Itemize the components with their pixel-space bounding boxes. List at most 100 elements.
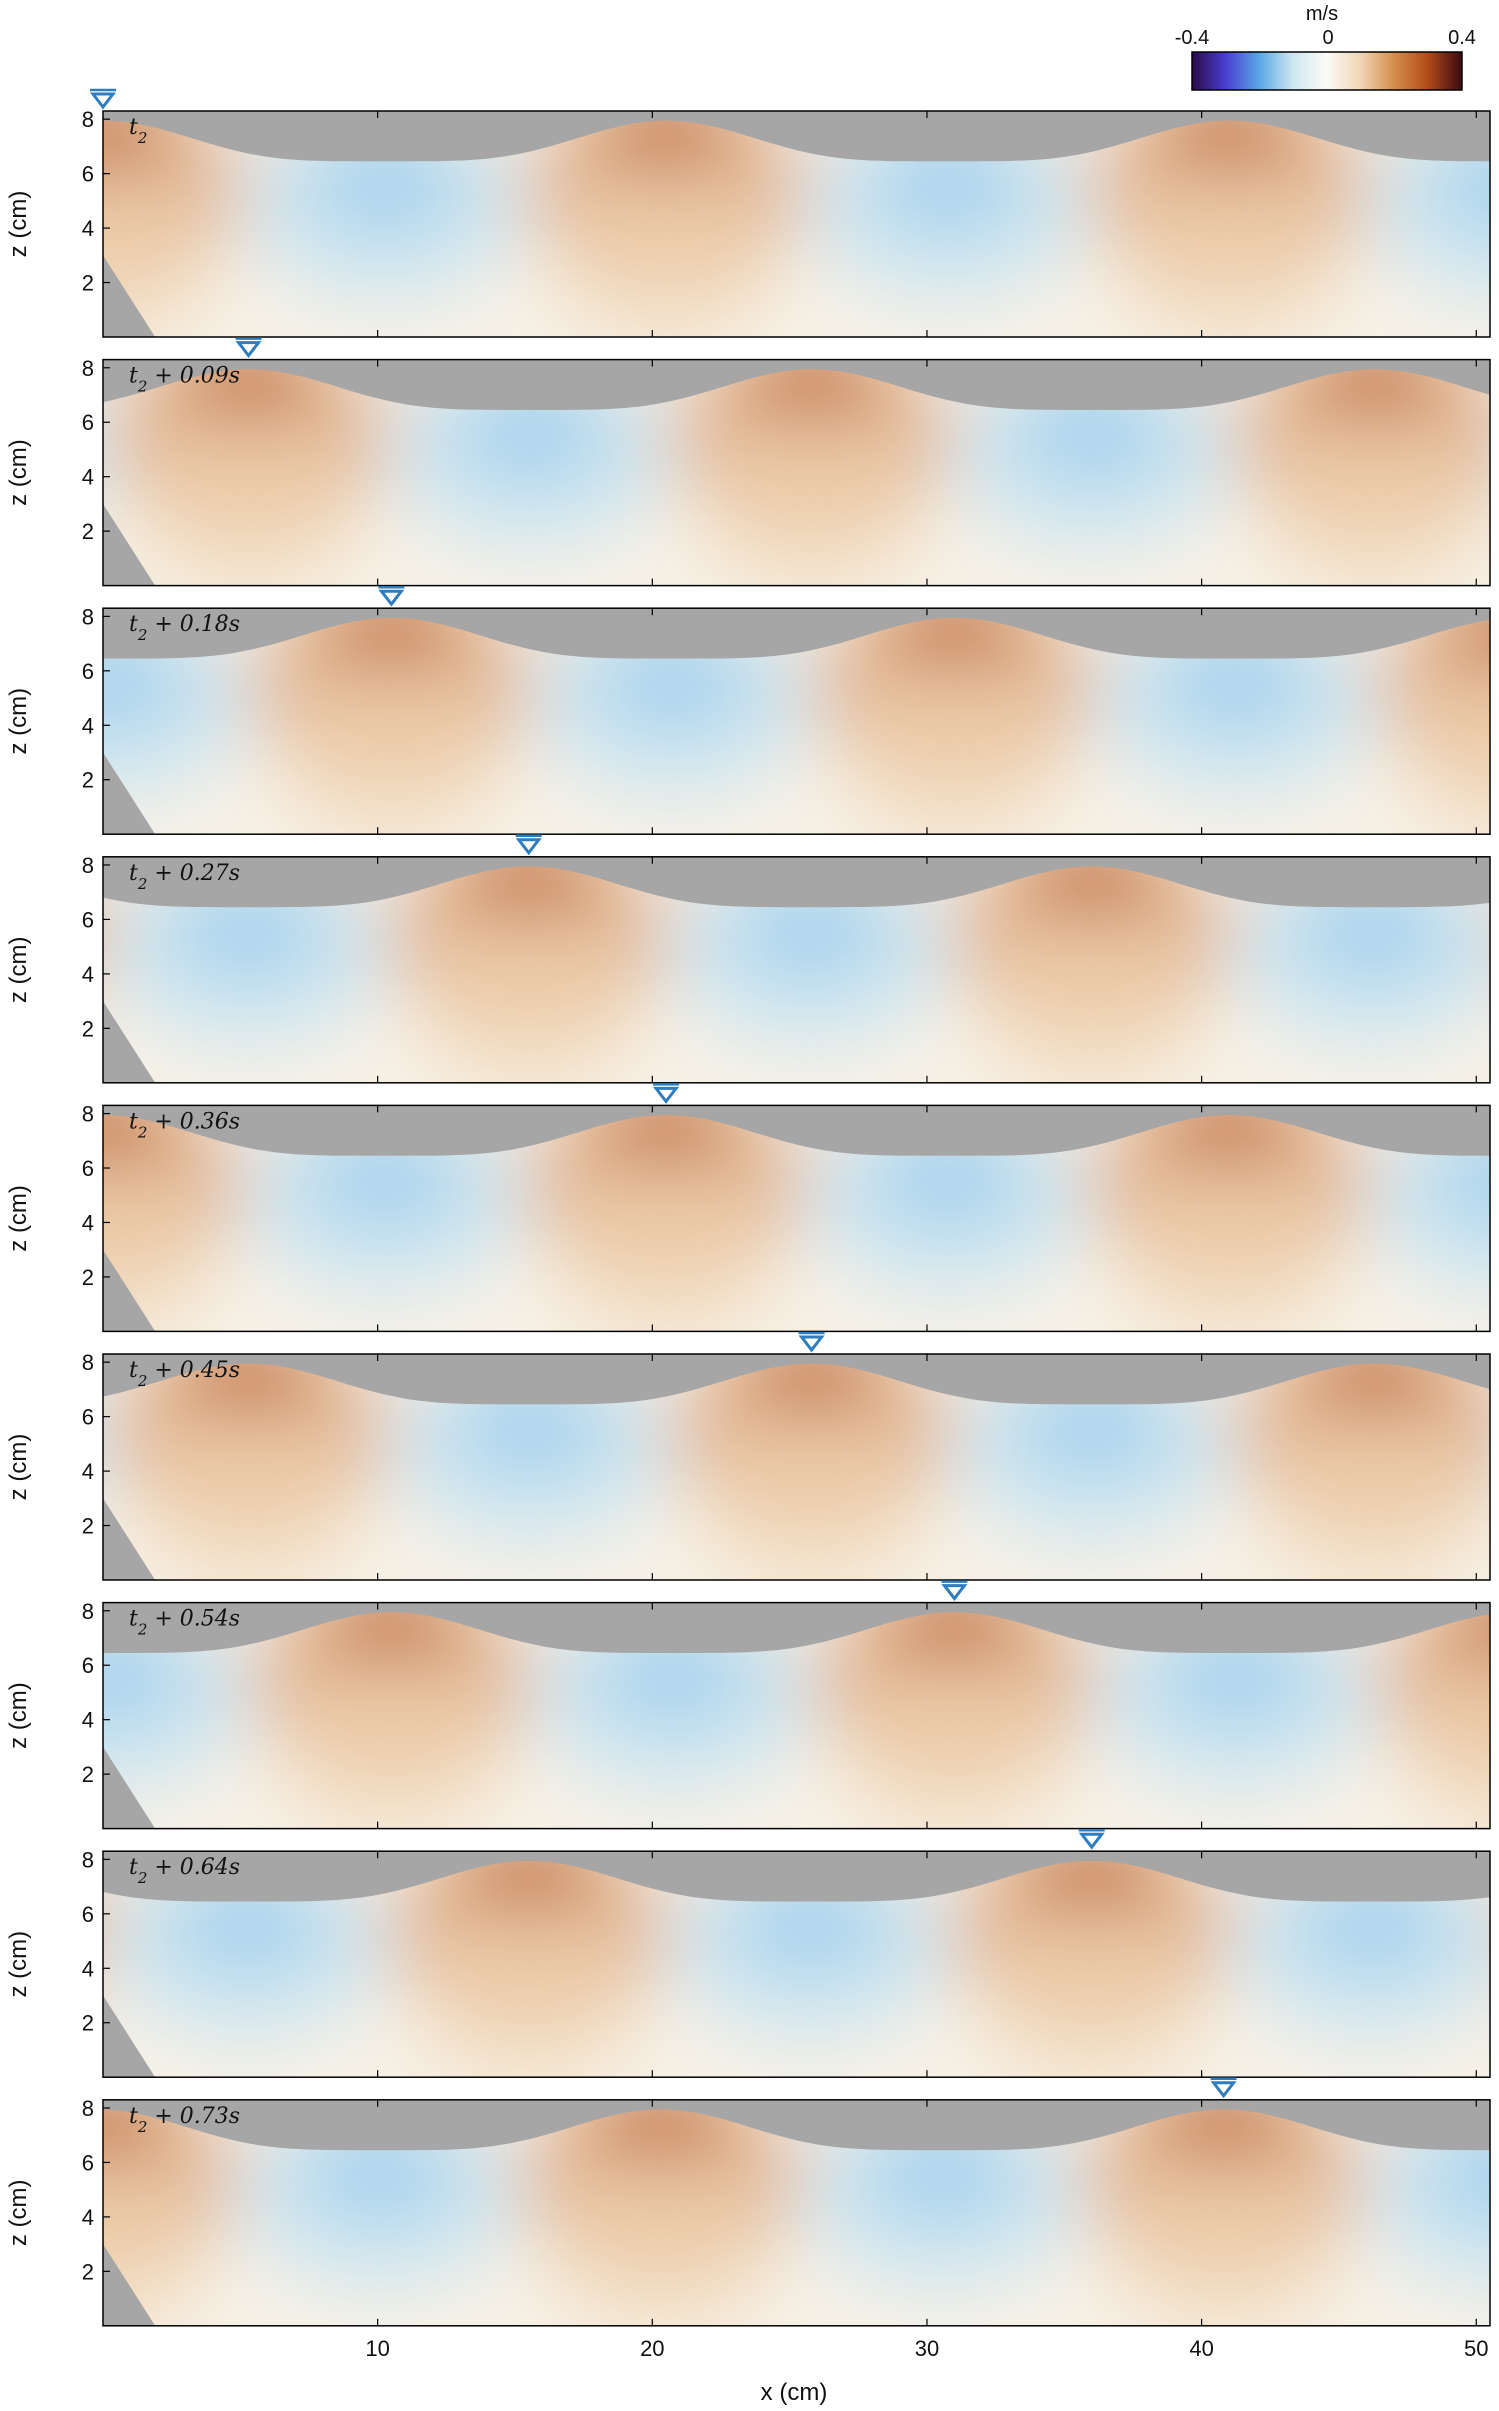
wall-region [103,255,156,337]
panel-time-label: t2 + 0.27s [129,861,240,893]
panel-8: 2 4 6 8 z (cm) t2 + 0.64s [5,1828,1491,2078]
y-tick-label: 8 [82,107,94,132]
y-tick-label: 4 [82,713,94,738]
y-tick-label: 4 [82,2205,94,2230]
y-tick-label: 6 [82,1156,94,1181]
y-tick-label: 2 [82,1762,94,1787]
y-tick-label: 6 [82,1902,94,1927]
panel-frame [102,1353,1491,1581]
y-tick-label: 6 [82,659,94,684]
y-tick-label: 4 [82,465,94,490]
wall-region [103,752,156,835]
y-tick-label: 4 [82,1708,94,1733]
velocity-field [103,1612,1490,1829]
y-axis-label: z (cm) [5,439,32,506]
y-tick-label: 8 [82,1102,94,1127]
panel-4: 2 4 6 8 z (cm) t2 + 0.27s [5,834,1491,1084]
wall-region [103,1746,156,1829]
x-tick-label: 10 [365,2336,389,2361]
panel-7: 2 4 6 8 z (cm) t2 + 0.54s [5,1580,1491,1830]
crest-marker [89,92,117,110]
y-tick-label: 6 [82,907,94,932]
panel-time-label: t2 + 0.36s [129,1109,240,1141]
y-tick-label: 2 [82,2011,94,2036]
panel-time-label: t2 + 0.45s [129,1358,240,1390]
y-tick-label: 4 [82,216,94,241]
y-tick-label: 8 [82,1847,94,1872]
y-tick-label: 6 [82,1653,94,1678]
panel-2: 2 4 6 8 z (cm) t2 + 0.09s [5,337,1491,587]
panel-time-label: t2 [129,115,147,147]
panel-time-label: t2 + 0.54s [129,1607,240,1639]
panel-time-label: t2 + 0.09s [129,364,240,396]
y-tick-label: 2 [82,1514,94,1539]
x-axis-label: x (cm) [761,2379,828,2406]
panel-frame [102,856,1491,1084]
panel-1: 2 4 6 8 z (cm) t2 [5,88,1491,338]
y-axis-label: z (cm) [5,1434,32,1501]
x-tick-label: 50 [1464,2336,1488,2361]
x-tick-label: 40 [1189,2336,1213,2361]
y-axis-label: z (cm) [5,191,32,258]
crest-marker [941,1584,968,1602]
panel-3: 2 4 6 8 z (cm) t2 + 0.18s [5,585,1491,835]
y-tick-label: 2 [82,1016,94,1041]
y-axis-label: z (cm) [5,1682,32,1749]
panel-time-label: t2 + 0.73s [129,2104,240,2136]
y-tick-label: 2 [82,519,94,544]
wall-region [103,1001,156,1083]
y-tick-label: 4 [82,1459,94,1484]
y-tick-label: 8 [82,604,94,629]
y-tick-label: 4 [82,1956,94,1981]
panel-9: 2 4 6 8 z (cm) t2 + 0.73s 10 20 30 40 50 [5,2077,1491,2361]
y-axis-label: z (cm) [5,936,32,1003]
y-tick-label: 2 [82,2259,94,2284]
y-tick-label: 2 [82,271,94,296]
crest-marker [652,1086,680,1104]
crest-marker [1078,1832,1105,1850]
y-axis-label: z (cm) [5,1931,32,1998]
panel-frame [102,358,1491,587]
y-tick-label: 8 [82,1599,94,1624]
panel-frame [102,1104,1491,1333]
y-axis-label: z (cm) [5,688,32,755]
colorbar-unit: m/s [1306,3,1338,25]
colorbar: m/s -0.4 0 0.4 [1175,3,1476,91]
crest-marker [798,1335,825,1353]
wall-region [103,1249,156,1332]
colorbar-tick-zero: 0 [1322,27,1333,49]
panel-frame [102,2099,1491,2327]
panel-frame [102,607,1491,835]
panel-frame [102,1601,1491,1830]
colorbar-tick-min: -0.4 [1175,27,1209,49]
y-tick-label: 4 [82,962,94,987]
panel-frame [102,110,1491,338]
wall-region [103,2244,156,2326]
crest-marker [378,589,405,607]
y-tick-label: 4 [82,1210,94,1235]
wall-region [103,503,156,586]
y-axis-label: z (cm) [5,2179,32,2246]
x-tick-label: 30 [915,2336,939,2361]
y-axis-label: z (cm) [5,1185,32,1252]
y-tick-label: 8 [82,1350,94,1375]
y-tick-label: 2 [82,1265,94,1290]
panels-group: 2 4 6 8 z (cm) t2 2 4 6 8 z (cm) t2 + 0.09s 2 4 6 8 z (c… [5,88,1491,2361]
y-tick-label: 2 [82,768,94,793]
crest-marker [1210,2081,1237,2099]
wall-region [103,1498,156,1580]
panel-time-label: t2 + 0.64s [129,1855,240,1887]
y-tick-label: 6 [82,410,94,435]
velocity-field [103,1114,1490,1332]
crest-marker [515,838,542,856]
panel-5: 2 4 6 8 z (cm) t2 + 0.36s [5,1083,1491,1333]
y-tick-label: 6 [82,1405,94,1430]
velocity-field [103,1860,1490,2078]
colorbar-gradient [1191,51,1463,91]
velocity-field [103,1363,1490,1580]
crest-marker [235,341,262,359]
panel-6: 2 4 6 8 z (cm) t2 + 0.45s [5,1331,1491,1581]
y-tick-label: 8 [82,853,94,878]
velocity-field [103,866,1490,1083]
